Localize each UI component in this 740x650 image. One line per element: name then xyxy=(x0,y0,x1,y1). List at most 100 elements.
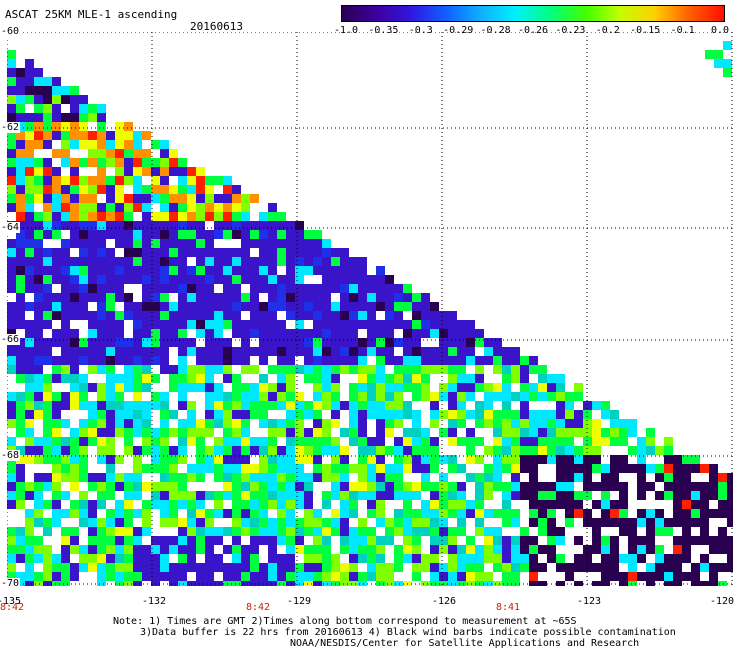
data-cell xyxy=(502,482,511,491)
data-cell xyxy=(214,500,223,509)
data-cell xyxy=(70,338,79,347)
data-cell xyxy=(106,293,115,302)
data-cell xyxy=(205,491,214,500)
data-cell xyxy=(52,185,61,194)
data-cell xyxy=(250,347,259,356)
data-cell xyxy=(718,500,727,509)
data-cell xyxy=(268,581,277,586)
data-cell xyxy=(286,482,295,491)
data-cell xyxy=(196,302,205,311)
data-cell xyxy=(205,545,214,554)
data-cell xyxy=(673,500,682,509)
data-cell xyxy=(268,311,277,320)
data-cell xyxy=(124,293,133,302)
colorbar-swatch xyxy=(357,5,361,22)
data-cell xyxy=(718,536,727,545)
data-cell xyxy=(583,419,592,428)
data-cell xyxy=(88,158,97,167)
data-cell xyxy=(115,230,124,239)
data-cell xyxy=(520,392,529,401)
data-cell xyxy=(7,392,16,401)
data-cell xyxy=(52,419,61,428)
data-cell xyxy=(673,455,682,464)
data-cell xyxy=(88,230,97,239)
data-cell xyxy=(376,464,385,473)
data-cell xyxy=(421,302,430,311)
data-cell xyxy=(241,455,250,464)
data-cell xyxy=(52,266,61,275)
data-cell xyxy=(214,509,223,518)
data-cell xyxy=(187,401,196,410)
data-cell xyxy=(223,212,232,221)
data-cell xyxy=(655,509,664,518)
data-cell xyxy=(610,464,619,473)
data-cell xyxy=(25,140,34,149)
data-cell xyxy=(466,545,475,554)
data-cell xyxy=(169,428,178,437)
data-cell xyxy=(430,554,439,563)
data-cell xyxy=(286,527,295,536)
data-cell xyxy=(583,437,592,446)
data-cell xyxy=(286,518,295,527)
data-cell xyxy=(412,311,421,320)
data-cell xyxy=(322,491,331,500)
data-cell xyxy=(88,194,97,203)
data-cell xyxy=(358,473,367,482)
data-cell xyxy=(322,428,331,437)
data-cell xyxy=(403,374,412,383)
data-cell xyxy=(691,491,700,500)
data-cell xyxy=(376,401,385,410)
data-cell xyxy=(538,410,547,419)
data-cell xyxy=(16,212,25,221)
data-cell xyxy=(457,527,466,536)
data-cell xyxy=(331,572,340,581)
data-cell xyxy=(214,257,223,266)
data-cell xyxy=(367,329,376,338)
data-cell xyxy=(115,545,124,554)
data-cell xyxy=(88,248,97,257)
data-cell xyxy=(502,509,511,518)
data-cell xyxy=(79,293,88,302)
data-cell xyxy=(34,221,43,230)
data-cell xyxy=(250,563,259,572)
data-cell xyxy=(457,572,466,581)
data-cell xyxy=(610,536,619,545)
data-cell xyxy=(268,428,277,437)
data-cell xyxy=(223,491,232,500)
colorbar-swatch xyxy=(497,5,500,22)
data-cell xyxy=(178,203,187,212)
data-cell xyxy=(493,455,502,464)
data-cell xyxy=(106,446,115,455)
data-cell xyxy=(61,212,70,221)
data-cell xyxy=(34,554,43,563)
data-cell xyxy=(169,185,178,194)
data-cell xyxy=(79,356,88,365)
data-cell xyxy=(169,464,178,473)
data-cell xyxy=(349,392,358,401)
data-cell xyxy=(286,455,295,464)
map-title: ASCAT 25KM MLE-1 ascending xyxy=(5,8,178,21)
data-cell xyxy=(34,401,43,410)
data-cell xyxy=(205,257,214,266)
colorbar-swatch xyxy=(401,5,404,22)
data-cell xyxy=(88,347,97,356)
data-cell xyxy=(430,464,439,473)
data-cell xyxy=(520,419,529,428)
data-cell xyxy=(43,482,52,491)
data-cell xyxy=(349,419,358,428)
data-cell xyxy=(133,356,142,365)
data-cell xyxy=(583,491,592,500)
data-cell xyxy=(439,311,448,320)
colorbar-swatch xyxy=(477,5,481,22)
data-cell xyxy=(97,428,106,437)
data-cell xyxy=(205,563,214,572)
data-cell xyxy=(484,509,493,518)
data-cell xyxy=(277,257,286,266)
data-cell xyxy=(673,518,682,527)
data-cell xyxy=(151,482,160,491)
data-cell xyxy=(124,383,133,392)
data-cell xyxy=(259,419,268,428)
data-cell xyxy=(448,536,457,545)
data-cell xyxy=(286,500,295,509)
